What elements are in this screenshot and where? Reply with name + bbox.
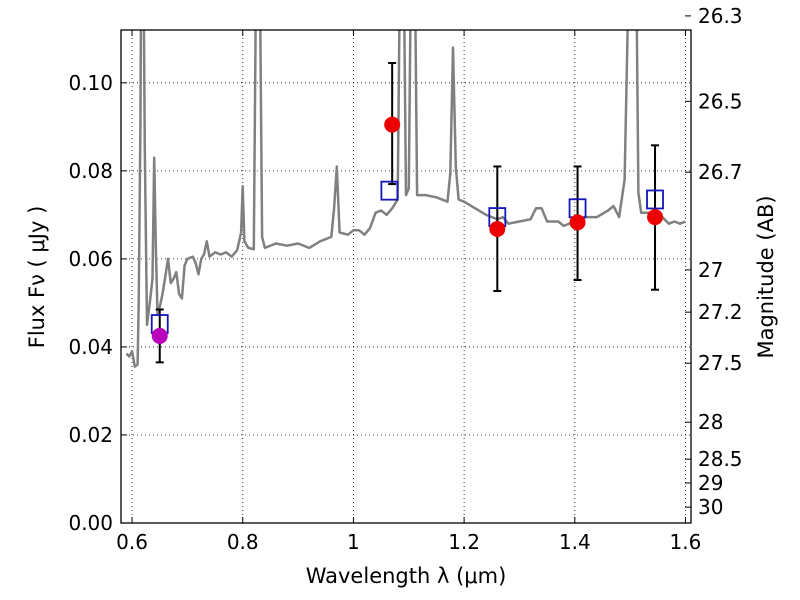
model-square-marker <box>380 180 399 201</box>
model-square-marker <box>646 189 664 210</box>
observed-point <box>647 209 664 226</box>
y-tick-label: 0.00 <box>68 511 113 535</box>
right-tick-label: 27.5 <box>698 351 743 375</box>
observed-point <box>489 220 506 237</box>
right-tick-label: 26.5 <box>698 89 743 113</box>
y-tick-label: 0.08 <box>68 159 113 183</box>
x-tick-label: 1.4 <box>559 530 591 554</box>
x-tick-label: 1 <box>347 530 360 554</box>
y-tick-label: 0.06 <box>68 247 113 271</box>
x-axis-label: Wavelength λ (μm) <box>306 564 507 588</box>
observed-point <box>569 214 586 231</box>
error-bars <box>155 62 660 364</box>
right-tick-label: 26.7 <box>698 160 743 184</box>
x-tick-label: 0.8 <box>227 530 259 554</box>
right-tick-label: 30 <box>698 495 723 519</box>
right-tick-label: 28.5 <box>698 447 743 471</box>
x-tick-label: 1.6 <box>670 530 702 554</box>
x-tick-label: 0.6 <box>116 530 148 554</box>
y-axis-label-right: Magnitude (AB) <box>754 195 778 358</box>
y-tick-label: 0.04 <box>68 335 113 359</box>
observed-point <box>151 327 168 344</box>
right-tick-label: 27 <box>698 258 723 282</box>
y-axis-label-left: Flux Fν ( μJy ) <box>25 206 49 349</box>
model-photometry-squares <box>150 180 664 334</box>
axis-ticks <box>121 15 691 524</box>
y-tick-labels: 0.00 0.02 0.04 0.06 0.08 0.10 <box>68 71 113 535</box>
y-tick-label: 0.02 <box>68 423 113 447</box>
right-tick-label: 26.3 <box>698 4 743 28</box>
y-tick-label: 0.10 <box>68 71 113 95</box>
spectrum-line <box>125 30 686 368</box>
right-tick-label: 27.2 <box>698 300 743 324</box>
x-tick-label: 1.2 <box>448 530 480 554</box>
x-tick-labels: 0.6 0.8 1 1.2 1.4 1.6 <box>116 530 701 554</box>
right-tick-label: 29 <box>698 471 723 495</box>
plot-frame <box>120 29 692 524</box>
observed-photometry-points <box>151 116 664 344</box>
observed-point <box>384 116 401 133</box>
right-tick-label: 28 <box>698 410 723 434</box>
model-spectrum <box>125 30 686 368</box>
